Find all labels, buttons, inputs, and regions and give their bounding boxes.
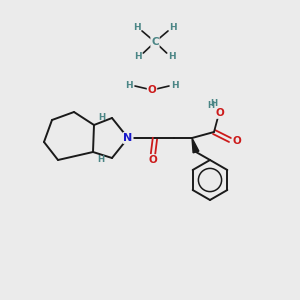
Text: H: H xyxy=(169,23,177,32)
Text: H: H xyxy=(98,113,106,122)
Text: O: O xyxy=(232,136,242,146)
Text: O: O xyxy=(216,108,224,118)
Text: H: H xyxy=(168,52,176,61)
Text: H: H xyxy=(125,80,133,89)
Text: O: O xyxy=(148,85,156,95)
Text: H: H xyxy=(207,100,214,109)
Text: H: H xyxy=(98,155,105,164)
Text: O: O xyxy=(148,155,158,165)
Text: H: H xyxy=(134,52,142,61)
Polygon shape xyxy=(192,138,199,153)
Text: H: H xyxy=(133,23,141,32)
Text: H: H xyxy=(171,80,179,89)
Text: C: C xyxy=(151,37,159,47)
Text: N: N xyxy=(123,133,133,143)
Text: H: H xyxy=(210,98,218,107)
